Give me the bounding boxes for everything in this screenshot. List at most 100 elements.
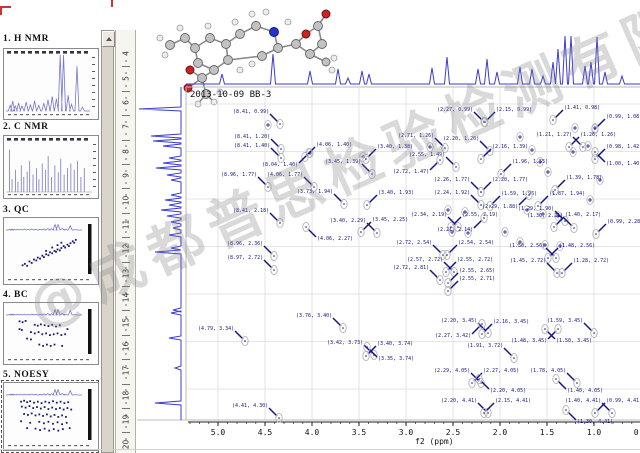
peak-annotation: (1.48, 2.56) xyxy=(559,243,595,249)
f2-tick-label: 2.0 xyxy=(493,428,508,437)
peak-annotation: (2.27, 3.42) xyxy=(435,333,471,339)
peak-annotation: (3.42, 3.73) xyxy=(327,340,363,346)
peak-annotation: (8.41, 2.18) xyxy=(233,208,269,214)
peak-annotation: (1.29, 1.90) xyxy=(518,206,554,212)
thumbnail-cnmr[interactable] xyxy=(3,135,99,199)
vertical-scrollbar[interactable] xyxy=(101,30,115,453)
thumbnail-hnmr[interactable] xyxy=(3,48,99,120)
ruler-number: 12 xyxy=(121,244,131,254)
peak-annotation: (1.59, 1.96) xyxy=(501,191,537,197)
peak-annotation: (1.48, 3.45) xyxy=(511,338,547,344)
experiment-date-label: 2013-10-09 BB-3 xyxy=(190,90,272,100)
ruler-number: 11 xyxy=(121,219,131,230)
ruler-number: 14 xyxy=(121,292,131,303)
ruler-number: 9 xyxy=(121,173,131,179)
ruler-number: 16 xyxy=(121,341,131,352)
peak-annotation: (8.41, 1.20) xyxy=(234,134,270,140)
ruler-tick xyxy=(122,310,130,312)
f2-axis-title: f2 (ppm) xyxy=(415,437,454,446)
f2-tick-label: 2.5 xyxy=(446,428,461,437)
ruler-number: 5 xyxy=(121,75,131,81)
peak-annotation: (1.39, 1.78) xyxy=(566,175,602,181)
peak-annotation: (4.06, 2.27) xyxy=(317,236,353,242)
peak-annotation: (4.06, 1.77) xyxy=(267,172,303,178)
ruler-tick xyxy=(122,90,130,92)
nitrogen-atom xyxy=(269,27,279,37)
panel-label-qc: 3. QC xyxy=(3,205,30,215)
ruler-number: 13 xyxy=(121,268,131,279)
projection-traces xyxy=(138,35,640,420)
panel-label-noesy: 5. NOESY xyxy=(3,370,50,380)
peak-annotation: (1.40, 4.41) xyxy=(565,398,601,404)
peak-annotation: (1.50, 2.56) xyxy=(509,243,545,249)
peak-annotation: (2.29, 4.05) xyxy=(434,368,470,374)
spectra-sidebar: 1. H NMR 2. C NMR 3. QC 4. BC 5. NOESY xyxy=(0,0,100,453)
spectrum-canvas[interactable]: 2013-10-09 BB-3 (8.41, 0.99) (2.27, 0.99)… xyxy=(137,0,640,453)
peak-annotation: (2.24, 1.92) xyxy=(434,190,470,196)
ruler-tick xyxy=(122,432,130,434)
peak-annotation: (3.40, 2.29) xyxy=(330,218,366,224)
panel-label-hnmr: 1. H NMR xyxy=(3,34,49,44)
ruler-number: 17 xyxy=(121,366,131,376)
peak-annotation: (2.55, 2.72) xyxy=(457,257,493,263)
peak-annotation: (2.20, 4.05) xyxy=(490,388,526,394)
peak-annotation: (2.27, 0.99) xyxy=(437,107,473,113)
ruler-number: 6 xyxy=(121,100,131,105)
ruler-tick xyxy=(122,261,130,263)
ruler-number: 7 xyxy=(121,124,131,130)
scroll-up-button[interactable] xyxy=(102,31,115,47)
peak-annotation: (3.76, 3.40) xyxy=(296,313,332,319)
peak-annotation: (2.72, 2.81) xyxy=(393,265,429,271)
ruler-number: 4 xyxy=(121,51,131,57)
peak-annotation: (2.55, 2.65) xyxy=(459,268,495,274)
peak-annotation: (8.04, 1.40) xyxy=(262,162,298,168)
peak-annotation: (3.45, 2.25) xyxy=(372,217,408,223)
peak-annotation: (2.16, 1.39) xyxy=(492,144,528,150)
thumbnail-noesy[interactable] xyxy=(3,382,99,451)
peak-annotation: (1.26, 1.26) xyxy=(580,132,616,138)
peak-annotations-layer: (8.41, 0.99) (2.27, 0.99) (2.15, 0.99) (1.4… xyxy=(198,105,640,425)
peak-annotation: (8.96, 2.36) xyxy=(227,241,263,247)
peak-annotation: (1.40, 4.05) xyxy=(567,388,603,394)
f2-tick-label: 3.0 xyxy=(399,428,414,437)
ruler-number: 15 xyxy=(121,317,131,327)
ruler-tick xyxy=(122,359,130,361)
peak-annotation: (4.06, 1.40) xyxy=(316,142,352,148)
peak-annotation: (4.41, 4.30) xyxy=(232,403,268,409)
panel-label-cnmr: 2. C NMR xyxy=(3,122,49,132)
peak-annotation: (3.40, 1.93) xyxy=(378,190,414,196)
f2-tick-label: 3.5 xyxy=(352,428,367,437)
peak-annotation: (0.98, 1.42) xyxy=(606,144,640,150)
panel-label-bc: 4. BC xyxy=(3,290,29,300)
peak-annotation: (2.55, 1.49) xyxy=(409,152,445,158)
peak-annotation: (3.73, 1.94) xyxy=(297,189,333,195)
peak-annotation: (1.45, 2.72) xyxy=(510,258,546,264)
peak-annotation: (1.40, 2.17) xyxy=(565,212,601,218)
peak-annotation: (0.99, 2.28) xyxy=(607,219,640,225)
ruler-tick xyxy=(122,286,130,287)
ruler-tick xyxy=(122,66,130,68)
thumbnail-qc[interactable] xyxy=(3,217,99,285)
peak-annotation: (8.97, 2.72) xyxy=(227,255,263,261)
peak-annotation: (2.72, 1.47) xyxy=(393,169,429,175)
peak-annotation: (2.15, 0.99) xyxy=(496,107,532,113)
crop-mark-topleft xyxy=(0,6,11,15)
peak-annotation: (2.55, 2.71) xyxy=(459,276,495,282)
ruler-tick xyxy=(122,139,130,141)
peak-annotation: (1.00, 1.40) xyxy=(606,161,640,167)
plot-grid xyxy=(137,86,640,421)
peak-annotation: (8.96, 1.77) xyxy=(221,172,257,178)
peak-annotation: (2.21, 2.14) xyxy=(437,227,473,233)
ruler-number: 10 xyxy=(121,195,131,205)
chevron-up-icon xyxy=(105,37,112,41)
peak-annotation: (1.78, 4.05) xyxy=(530,368,566,374)
ruler-number: 19 xyxy=(121,414,131,425)
peak-annotation: (8.41, 0.99) xyxy=(233,109,269,115)
peak-annotation: (0.99, 1.08) xyxy=(606,114,640,120)
thumbnail-bc[interactable] xyxy=(3,302,99,365)
ruler-tick xyxy=(122,408,130,409)
peak-annotation: (3.45, 1.39) xyxy=(325,159,361,165)
vertical-ruler: 4 5 6 7 8 9 10 11 12 13 14 15 16 17 18 19 20 xyxy=(115,30,136,453)
ruler-tick xyxy=(122,212,130,214)
